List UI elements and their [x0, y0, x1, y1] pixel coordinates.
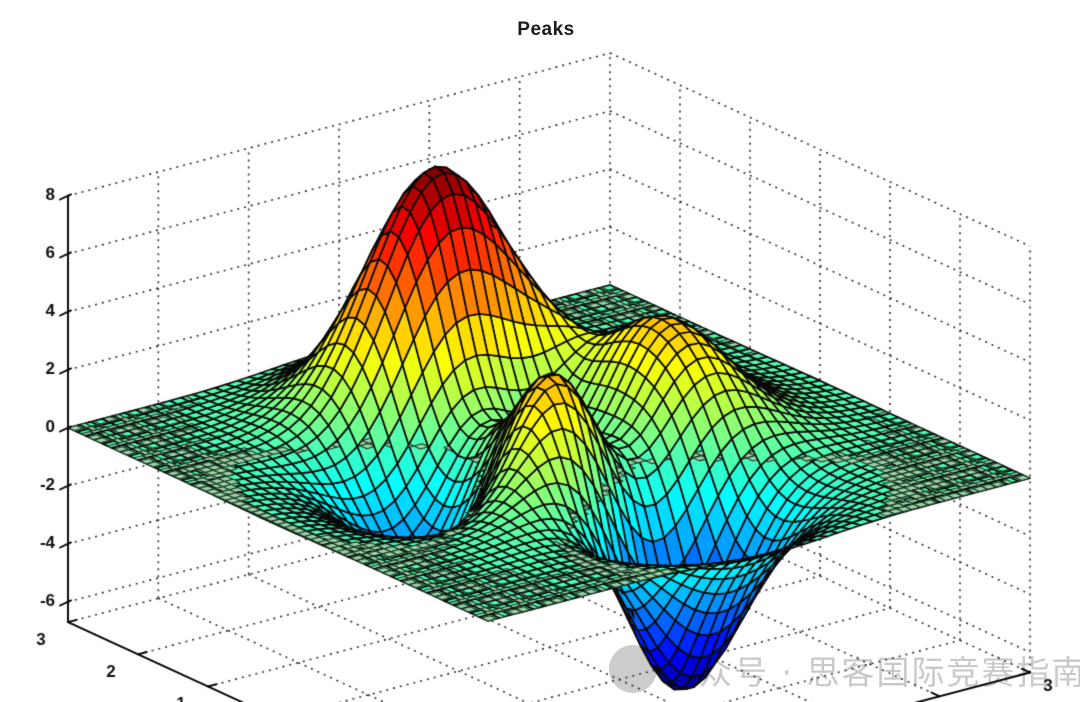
plot-title: Peaks: [517, 19, 575, 40]
